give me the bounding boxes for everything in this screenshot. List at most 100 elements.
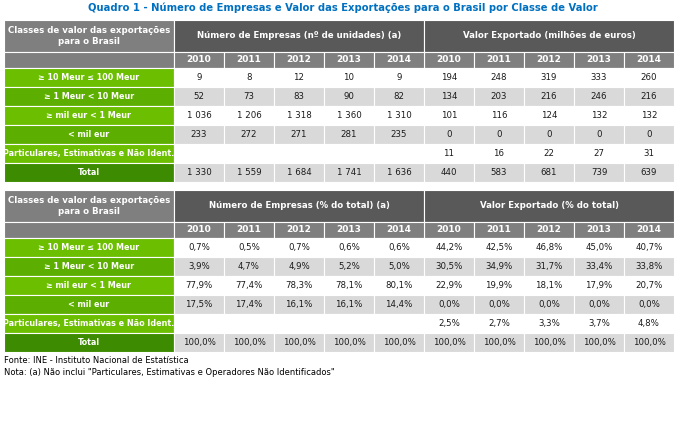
Text: 44,2%: 44,2%: [436, 243, 462, 252]
Bar: [574, 125, 624, 144]
Text: 2010: 2010: [436, 225, 462, 234]
Bar: [324, 295, 374, 314]
Bar: [424, 276, 474, 295]
Text: 22: 22: [543, 149, 554, 158]
Text: ≥ mil eur < 1 Meur: ≥ mil eur < 1 Meur: [47, 281, 132, 290]
Text: 46,8%: 46,8%: [535, 243, 563, 252]
Bar: [524, 163, 574, 182]
Text: 100,0%: 100,0%: [333, 338, 366, 347]
Text: Particulares, Estimativas e Não Ident.: Particulares, Estimativas e Não Ident.: [3, 319, 175, 328]
Text: 31: 31: [643, 149, 654, 158]
Text: 9: 9: [397, 73, 402, 82]
Bar: [174, 144, 224, 163]
Bar: [324, 87, 374, 106]
Bar: [174, 238, 224, 257]
Bar: [274, 125, 324, 144]
Bar: [4, 125, 174, 144]
Text: Valor Exportado (milhões de euros): Valor Exportado (milhões de euros): [462, 31, 635, 40]
Bar: [274, 276, 324, 295]
Bar: [4, 52, 174, 68]
Bar: [374, 314, 424, 333]
Bar: [274, 333, 324, 352]
Text: 2013: 2013: [587, 225, 611, 234]
Bar: [474, 276, 524, 295]
Bar: [224, 314, 274, 333]
Bar: [524, 295, 574, 314]
Bar: [274, 68, 324, 87]
Bar: [624, 52, 674, 68]
Text: 19,9%: 19,9%: [486, 281, 512, 290]
Text: 0,6%: 0,6%: [388, 243, 410, 252]
Text: 2012: 2012: [287, 225, 311, 234]
Bar: [274, 238, 324, 257]
Bar: [274, 106, 324, 125]
Bar: [524, 87, 574, 106]
Bar: [174, 125, 224, 144]
Text: 0,0%: 0,0%: [438, 300, 460, 309]
Text: 0: 0: [546, 130, 552, 139]
Text: 0,5%: 0,5%: [238, 243, 260, 252]
Text: 0,0%: 0,0%: [488, 300, 510, 309]
Bar: [524, 106, 574, 125]
Text: 34,9%: 34,9%: [486, 262, 512, 271]
Text: ≥ 10 Meur ≤ 100 Meur: ≥ 10 Meur ≤ 100 Meur: [38, 243, 140, 252]
Text: 3,7%: 3,7%: [588, 319, 610, 328]
Bar: [4, 295, 174, 314]
Text: 1 559: 1 559: [237, 168, 261, 177]
Bar: [174, 333, 224, 352]
Text: 124: 124: [541, 111, 557, 120]
Text: 194: 194: [441, 73, 457, 82]
Bar: [374, 257, 424, 276]
Bar: [474, 125, 524, 144]
Bar: [324, 314, 374, 333]
Text: Total: Total: [78, 338, 100, 347]
Text: 0,6%: 0,6%: [338, 243, 360, 252]
Text: 42,5%: 42,5%: [485, 243, 512, 252]
Text: 0: 0: [646, 130, 652, 139]
Text: 2,5%: 2,5%: [438, 319, 460, 328]
Bar: [174, 190, 424, 222]
Text: 3,9%: 3,9%: [188, 262, 210, 271]
Text: Classes de valor das exportações
para o Brasil: Classes de valor das exportações para o …: [8, 197, 170, 216]
Bar: [374, 106, 424, 125]
Bar: [474, 144, 524, 163]
Bar: [574, 314, 624, 333]
Text: 100,0%: 100,0%: [482, 338, 515, 347]
Text: Total: Total: [78, 168, 100, 177]
Text: 2010: 2010: [187, 55, 211, 64]
Bar: [624, 238, 674, 257]
Bar: [424, 238, 474, 257]
Text: 2011: 2011: [237, 225, 261, 234]
Bar: [374, 333, 424, 352]
Text: 2014: 2014: [386, 225, 412, 234]
Text: 583: 583: [490, 168, 507, 177]
Bar: [574, 68, 624, 87]
Bar: [574, 295, 624, 314]
Bar: [274, 314, 324, 333]
Text: 2012: 2012: [287, 55, 311, 64]
Bar: [374, 222, 424, 238]
Bar: [324, 52, 374, 68]
Bar: [224, 144, 274, 163]
Bar: [424, 68, 474, 87]
Text: 1 206: 1 206: [237, 111, 261, 120]
Bar: [624, 314, 674, 333]
Bar: [524, 222, 574, 238]
Text: 100,0%: 100,0%: [283, 338, 316, 347]
Bar: [174, 276, 224, 295]
Text: 2011: 2011: [486, 55, 512, 64]
Text: 1 636: 1 636: [387, 168, 412, 177]
Text: Quadro 1 - Número de Empresas e Valor das Exportações para o Brasil por Classe d: Quadro 1 - Número de Empresas e Valor da…: [88, 3, 598, 13]
Bar: [224, 68, 274, 87]
Text: 73: 73: [244, 92, 255, 101]
Text: 22,9%: 22,9%: [436, 281, 462, 290]
Text: < mil eur: < mil eur: [69, 130, 110, 139]
Text: 100,0%: 100,0%: [182, 338, 215, 347]
Text: 216: 216: [541, 92, 557, 101]
Text: 100,0%: 100,0%: [582, 338, 615, 347]
Bar: [174, 314, 224, 333]
Bar: [624, 163, 674, 182]
Text: 0: 0: [447, 130, 452, 139]
Text: ≥ 10 Meur ≤ 100 Meur: ≥ 10 Meur ≤ 100 Meur: [38, 73, 140, 82]
Text: 4,8%: 4,8%: [638, 319, 660, 328]
